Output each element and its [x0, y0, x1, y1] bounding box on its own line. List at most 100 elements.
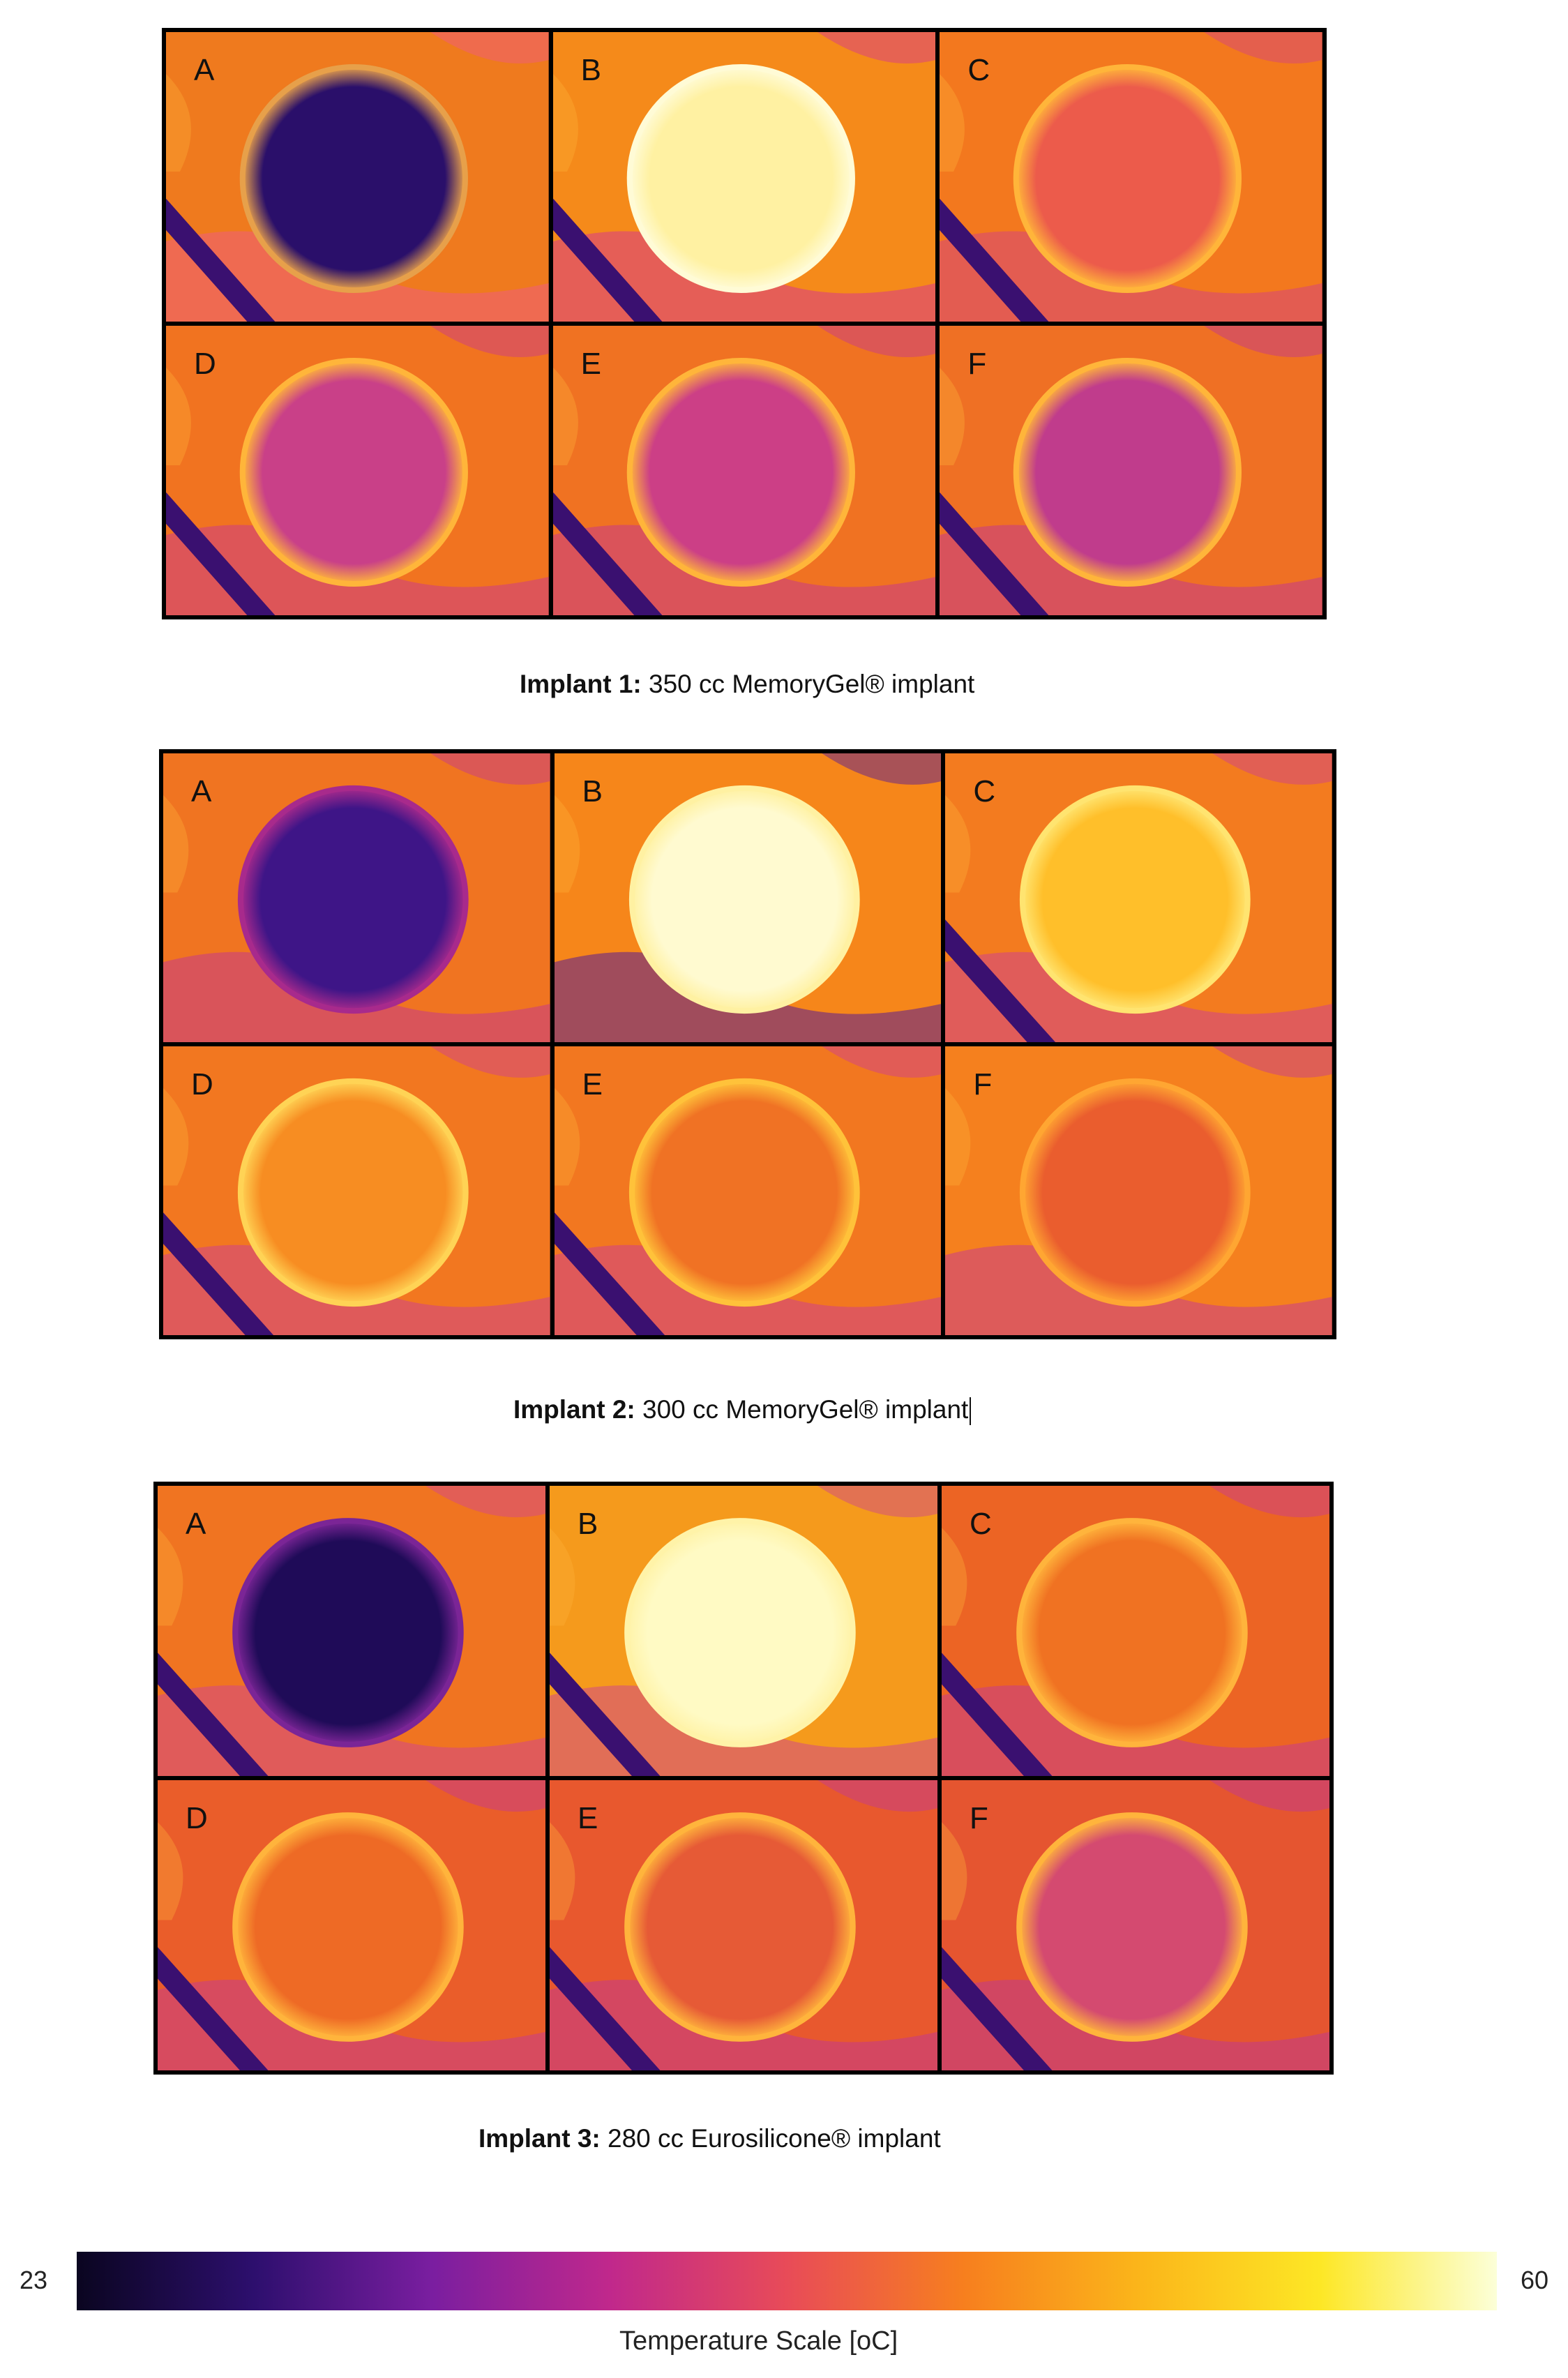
implant-1-grid: A B C D E F [162, 28, 1327, 619]
implant-disk [237, 785, 469, 1014]
thermal-image [945, 753, 1332, 1042]
panel-label: A [194, 53, 215, 87]
implant-1-caption-text: 350 cc MemoryGel® implant [641, 670, 975, 698]
implant-disk [628, 785, 860, 1014]
thermal-image [166, 326, 549, 615]
thermal-panel-b: B [552, 32, 936, 322]
instrument-shadow [163, 1212, 274, 1335]
thermal-panel-d: D [166, 326, 549, 615]
instrument-shadow [940, 492, 1049, 615]
instrument-shadow [552, 492, 663, 615]
scale-min: 23 [20, 2266, 48, 2294]
panel-label: C [967, 53, 990, 87]
thermal-panel-c: C [942, 1486, 1329, 1776]
thermal-panel-e: E [550, 1780, 937, 2070]
instrument-shadow [166, 492, 276, 615]
thermal-panel-d: D [163, 1046, 550, 1335]
thermal-image [158, 1486, 545, 1776]
thermal-image [163, 753, 550, 1042]
instrument-shadow [552, 198, 663, 322]
panel-label: B [582, 774, 603, 808]
implant-disk [232, 1812, 464, 2042]
scale-title: Temperature Scale [oC] [619, 2326, 898, 2356]
panel-label: E [580, 347, 602, 381]
implant-3-grid: A B C D E F [153, 1482, 1334, 2075]
panel-label: F [967, 347, 987, 381]
thermal-image [550, 1486, 937, 1776]
thermal-image [554, 753, 942, 1042]
panel-label: B [580, 53, 602, 87]
implant-disk [239, 64, 468, 293]
instrument-shadow [942, 1653, 1053, 1776]
implant-disk [1013, 64, 1242, 293]
implant-disk [624, 1812, 856, 2042]
implant-disk [1020, 785, 1251, 1014]
panel-label: E [578, 1801, 598, 1835]
panel-label: D [186, 1801, 208, 1835]
thermal-image [552, 32, 936, 322]
thermal-image [940, 326, 1322, 615]
thermal-image [554, 1046, 942, 1335]
panel-label: D [194, 347, 216, 381]
instrument-shadow [166, 198, 276, 322]
implant-3-caption: Implant 3: 280 cc Eurosilicone® implant [478, 2124, 941, 2153]
scale-max: 60 [1521, 2266, 1549, 2294]
thermal-image [552, 326, 936, 615]
implant-disk [232, 1518, 464, 1747]
thermal-panel-b: B [554, 753, 942, 1042]
instrument-shadow [945, 919, 1056, 1042]
implant-disk [239, 358, 468, 587]
instrument-shadow [550, 1947, 661, 2070]
thermal-panel-d: D [158, 1780, 545, 2070]
implant-3-caption-title: Implant 3: [478, 2124, 601, 2153]
thermal-panel-a: A [163, 753, 550, 1042]
instrument-shadow [550, 1653, 661, 1776]
panel-label: D [191, 1067, 213, 1101]
thermal-panel-f: F [942, 1780, 1329, 2070]
implant-disk [1013, 358, 1242, 587]
implant-2-grid: A B C D E F [159, 749, 1336, 1339]
implant-disk [624, 1518, 856, 1747]
implant-3-caption-text: 280 cc Eurosilicone® implant [600, 2124, 941, 2153]
thermal-panel-e: E [554, 1046, 942, 1335]
implant-disk [1016, 1812, 1248, 2042]
thermal-panel-f: F [945, 1046, 1332, 1335]
text-cursor [970, 1397, 972, 1426]
thermal-panel-b: B [550, 1486, 937, 1776]
panel-label: A [186, 1507, 206, 1541]
temperature-colorbar [77, 2252, 1497, 2310]
panel-label: E [582, 1067, 603, 1101]
thermal-image [942, 1486, 1329, 1776]
thermal-image [550, 1780, 937, 2070]
instrument-shadow [942, 1947, 1053, 2070]
panel-label: A [191, 774, 212, 808]
implant-1-caption-title: Implant 1: [520, 670, 642, 698]
panel-label: C [970, 1507, 992, 1541]
thermal-panel-a: A [166, 32, 549, 322]
panel-label: B [578, 1507, 598, 1541]
implant-disk [626, 64, 855, 293]
thermal-image [166, 32, 549, 322]
implant-disk [628, 1078, 860, 1307]
thermal-image [158, 1780, 545, 2070]
instrument-shadow [158, 1653, 269, 1776]
thermal-panel-c: C [945, 753, 1332, 1042]
thermal-image [942, 1780, 1329, 2070]
implant-disk [1020, 1078, 1251, 1307]
panel-label: C [973, 774, 996, 808]
implant-1-caption: Implant 1: 350 cc MemoryGel® implant [520, 670, 974, 699]
thermal-image [163, 1046, 550, 1335]
implant-2-caption-text: 300 cc MemoryGel® implant [635, 1395, 969, 1424]
implant-disk [626, 358, 855, 587]
thermal-panel-e: E [552, 326, 936, 615]
implant-disk [1016, 1518, 1248, 1747]
thermal-panel-c: C [940, 32, 1322, 322]
thermal-panel-f: F [940, 326, 1322, 615]
panel-label: F [973, 1067, 993, 1101]
implant-disk [237, 1078, 469, 1307]
instrument-shadow [940, 198, 1049, 322]
panel-label: F [970, 1801, 988, 1835]
thermal-image [940, 32, 1322, 322]
instrument-shadow [158, 1947, 269, 2070]
thermal-panel-a: A [158, 1486, 545, 1776]
